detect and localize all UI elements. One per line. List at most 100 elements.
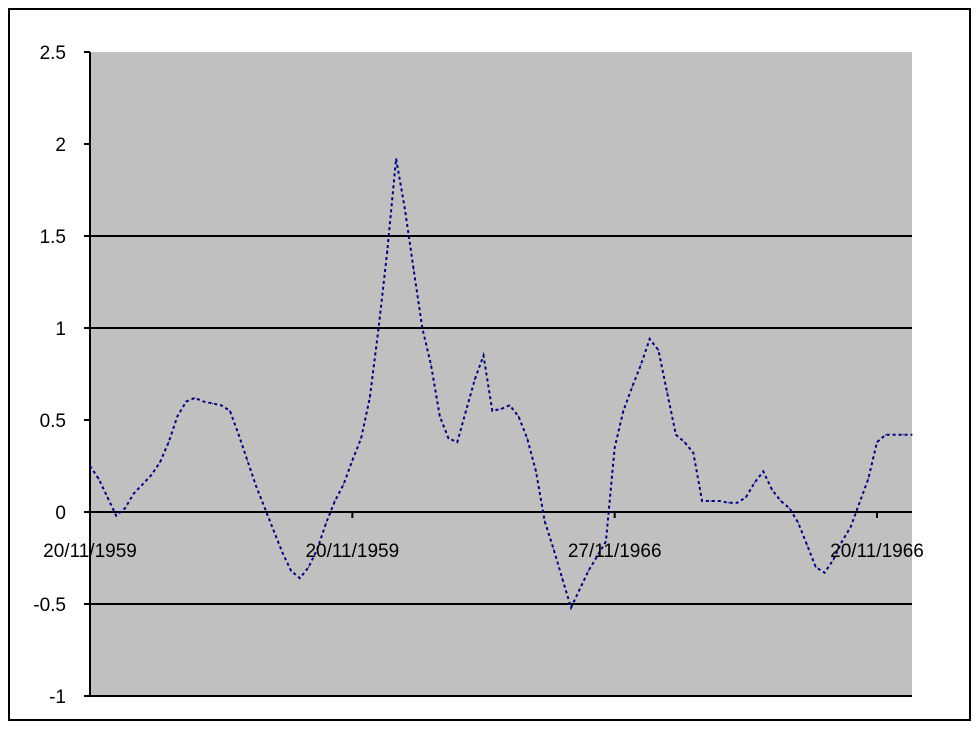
data-point	[727, 502, 729, 504]
data-point	[771, 489, 773, 491]
data-point	[176, 415, 179, 417]
x-tick-label: 20/11/1959	[43, 541, 137, 562]
data-point	[815, 566, 817, 568]
y-tick-label: 2.5	[40, 43, 66, 64]
data-point	[447, 437, 450, 439]
data-point	[649, 338, 651, 340]
data-point	[369, 397, 371, 399]
data-point	[622, 410, 625, 412]
data-point	[159, 461, 161, 463]
data-point	[517, 415, 520, 417]
data-point	[692, 452, 694, 454]
data-point	[832, 559, 834, 561]
data-point	[885, 434, 887, 436]
data-point	[133, 493, 135, 495]
y-tick-label: 0.5	[40, 411, 66, 432]
data-point	[858, 502, 861, 504]
data-point	[273, 529, 275, 532]
data-point	[220, 404, 222, 406]
data-point	[701, 500, 703, 502]
data-point	[342, 483, 345, 485]
data-point	[203, 401, 205, 403]
axes	[84, 51, 912, 697]
data-point	[806, 544, 808, 546]
y-tick-label: 2	[55, 135, 66, 156]
data-point	[850, 526, 852, 528]
data-point	[657, 349, 660, 351]
data-point	[168, 441, 170, 443]
data-point	[788, 507, 791, 509]
data-point	[308, 566, 310, 568]
data-point	[561, 577, 563, 579]
data-point	[867, 478, 869, 480]
data-point	[482, 355, 485, 357]
data-point	[605, 540, 607, 543]
data-point	[535, 470, 537, 473]
y-tick-label: 1.5	[40, 227, 66, 248]
data-point	[255, 485, 257, 487]
data-point	[544, 520, 546, 522]
data-point	[552, 548, 555, 550]
data-point	[753, 481, 756, 484]
tick-labels: 2.5 2 1.5 1 0.5 0 -0.5 -1 20/11/1959 20/11/1959 27…	[33, 43, 924, 708]
data-point	[98, 478, 100, 480]
data-point	[430, 364, 432, 366]
x-tick-label: 20/11/1966	[830, 541, 924, 562]
data-point	[325, 522, 327, 524]
data-point	[666, 391, 668, 393]
data-point	[229, 410, 231, 412]
data-point	[124, 507, 126, 509]
data-point	[316, 548, 318, 550]
data-point	[902, 434, 904, 436]
data-point	[141, 483, 144, 485]
data-point	[509, 404, 511, 406]
data-point	[404, 207, 406, 209]
data-point	[421, 327, 423, 329]
y-tick-label: -0.5	[33, 595, 66, 616]
y-tick-label: -1	[49, 687, 66, 708]
data-point	[675, 434, 677, 436]
data-point	[587, 570, 590, 572]
data-point	[360, 437, 362, 439]
data-point	[299, 577, 301, 579]
data-point	[439, 415, 441, 417]
data-point	[491, 410, 493, 412]
data-point	[386, 250, 388, 252]
y-tick-label: 1	[55, 319, 66, 340]
x-tick-label: 27/11/1966	[568, 541, 662, 562]
data-point	[246, 459, 249, 462]
data-point	[500, 408, 502, 410]
data-point	[876, 441, 878, 443]
data-point	[710, 500, 712, 502]
data-point	[211, 402, 214, 405]
line-chart: 2.5 2 1.5 1 0.5 0 -0.5 -1 20/11/1959 20/11/1959 27…	[8, 8, 971, 721]
data-point	[150, 474, 152, 476]
data-point	[893, 434, 896, 436]
data-point	[474, 378, 476, 381]
data-point	[377, 327, 380, 329]
data-point	[526, 437, 528, 439]
x-tick-label: 20/11/1959	[305, 541, 399, 562]
data-point	[640, 364, 642, 366]
data-point	[780, 500, 782, 502]
data-point	[334, 500, 336, 502]
data-point	[194, 397, 196, 399]
data-point	[185, 401, 187, 403]
gridlines	[90, 235, 912, 605]
data-point	[570, 607, 572, 609]
data-point	[281, 551, 283, 554]
data-point	[412, 268, 415, 270]
series-line	[89, 158, 912, 611]
chart-frame: 2.5 2 1.5 1 0.5 0 -0.5 -1 20/11/1959 20/11/1959 27…	[8, 8, 971, 721]
data-point	[465, 410, 467, 412]
plot-area	[90, 52, 912, 696]
data-point	[579, 588, 581, 590]
data-point	[684, 441, 686, 443]
data-point	[290, 570, 292, 572]
data-point	[115, 515, 117, 517]
data-point	[823, 572, 826, 574]
data-point	[762, 470, 764, 473]
data-point	[614, 447, 616, 449]
data-point	[736, 502, 738, 504]
y-tick-label: 0	[55, 503, 66, 524]
